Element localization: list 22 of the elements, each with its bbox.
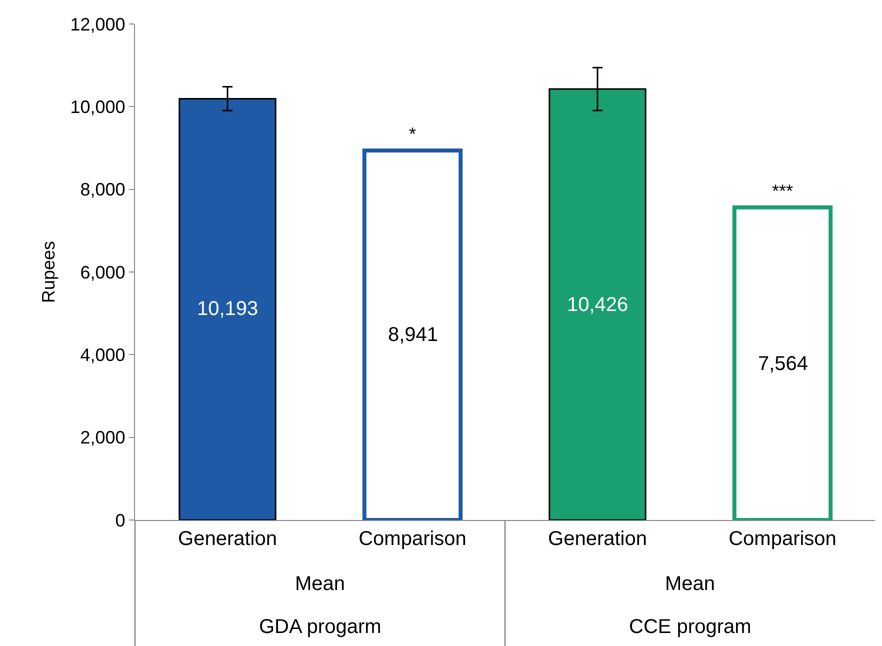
text: Mean [295, 573, 346, 595]
y-tick-label: 8,000 [80, 180, 126, 200]
y-tick-label: 10,000 [70, 96, 126, 117]
y-tick-label: 6,000 [80, 262, 126, 282]
x-tick-label: Generation [178, 528, 277, 550]
text: 7,564 [758, 353, 808, 375]
y-tick-label: 12,000 [70, 14, 126, 34]
annotation: *** [772, 181, 794, 201]
x-tick-label: Comparison [728, 528, 836, 550]
text: 10,426 [567, 294, 628, 316]
x-tick-label: Generation [548, 528, 647, 550]
text: 8,941 [388, 324, 438, 346]
text: 10,193 [197, 298, 258, 320]
x-tick-label: Comparison [358, 528, 466, 550]
text: CCE program [629, 616, 752, 638]
y-tick-label: 4,000 [80, 344, 126, 365]
y-tick-label: 0 [115, 510, 126, 530]
y-tick-label: 2,000 [80, 428, 126, 448]
text: Mean [665, 573, 716, 595]
text: GDA progarm [259, 616, 382, 638]
y-axis-title: Rupees [38, 240, 58, 304]
annotation: * [409, 124, 416, 144]
